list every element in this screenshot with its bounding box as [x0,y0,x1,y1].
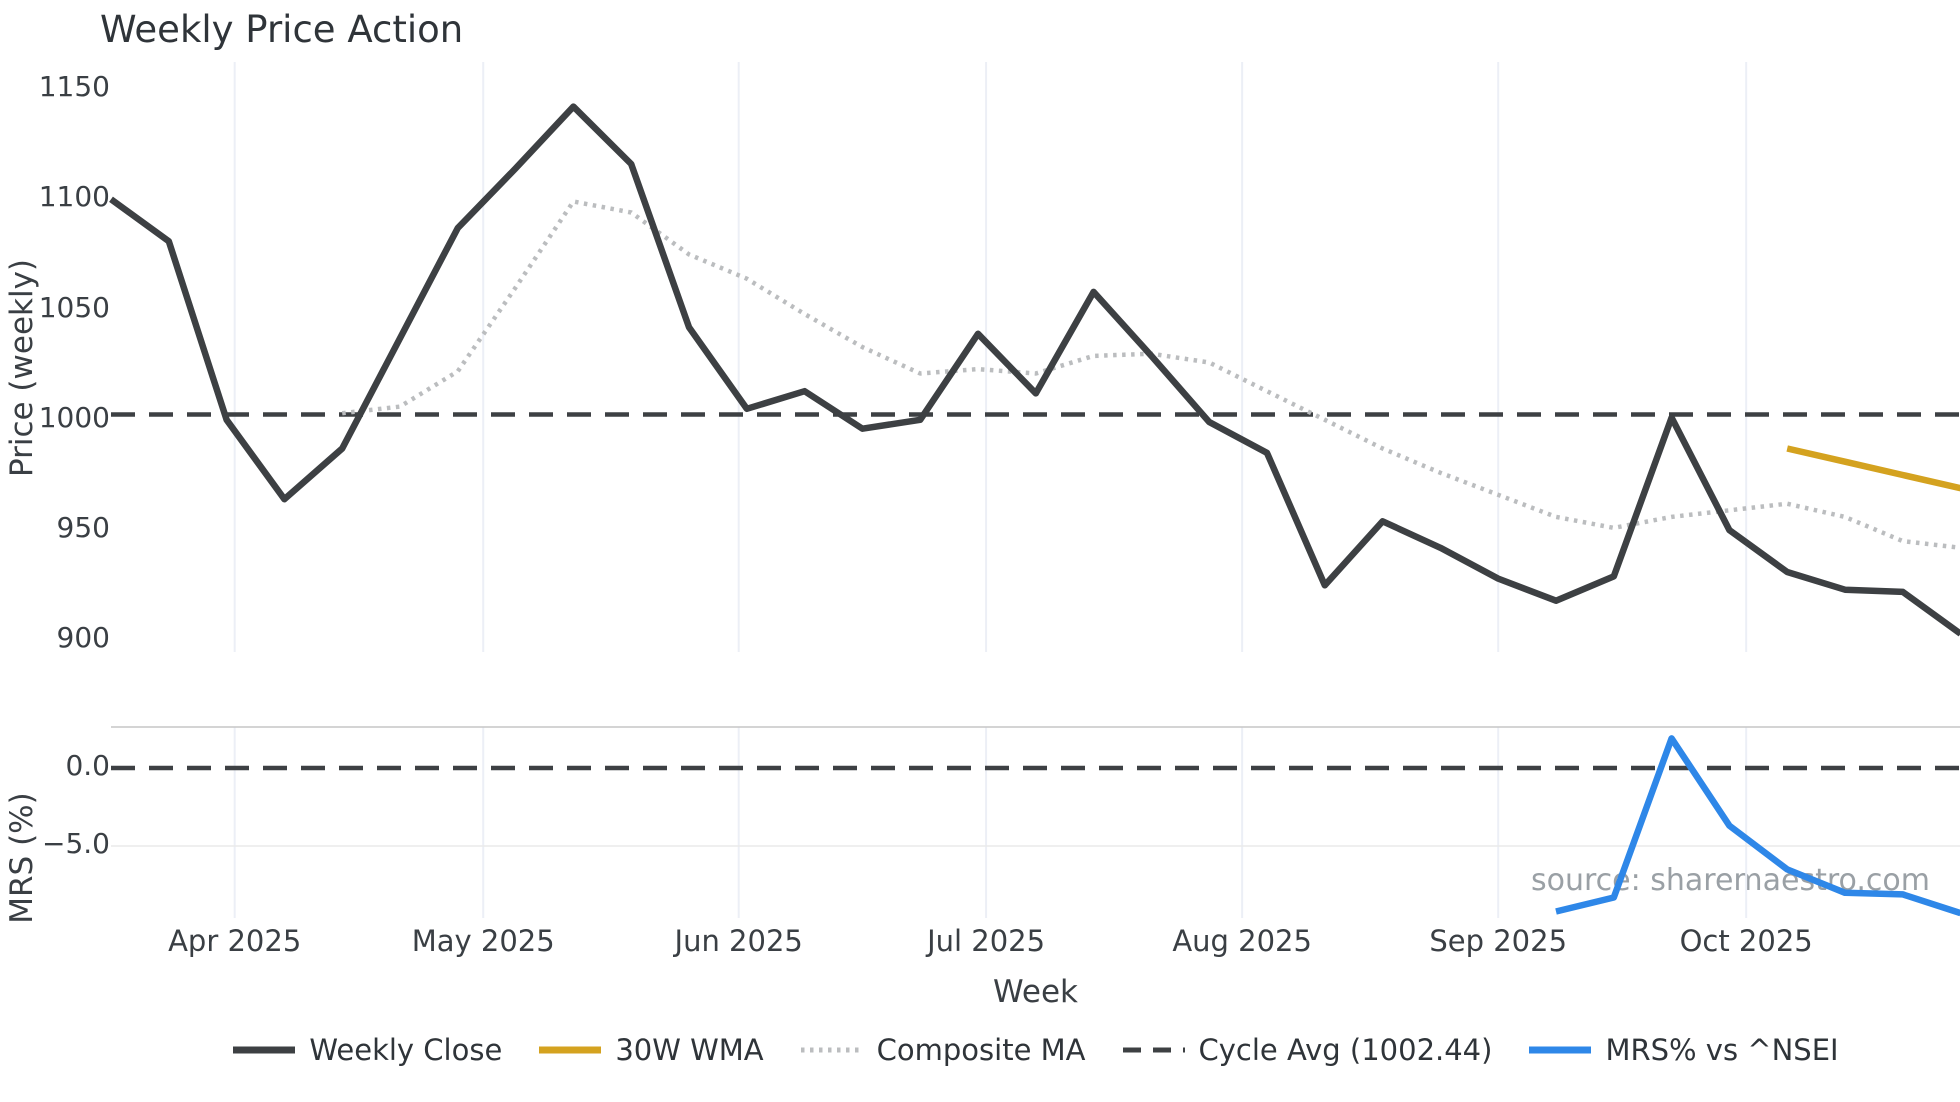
legend-label: Composite MA [876,1033,1086,1067]
legend-swatch-dashed [1122,1047,1185,1053]
xtick-may-2025: May 2025 [411,924,555,958]
legend-item-weekly-close: Weekly Close [232,1033,502,1067]
legend-label: MRS% vs ^NSEI [1605,1033,1839,1067]
legend: Weekly Close 30W WMA Composite MA Cycle Avg… [111,1033,1960,1067]
price-ytick-950: 950 [56,511,110,545]
legend-swatch-solid [539,1046,602,1054]
xtick-sep-2025: Sep 2025 [1429,924,1568,958]
price-ytick-900: 900 [56,621,110,655]
legend-label: Weekly Close [309,1033,503,1067]
legend-swatch-dotted [800,1047,863,1053]
price-weekly-close-line [109,103,1960,637]
legend-swatch-solid [233,1046,296,1054]
xtick-oct-2025: Oct 2025 [1679,924,1813,958]
price-ytick-1050: 1050 [38,290,110,324]
legend-label: 30W WMA [615,1033,764,1067]
xtick-apr-2025: Apr 2025 [168,924,302,958]
legend-item-mrs-vs-nsei: MRS% vs ^NSEI [1528,1033,1839,1067]
legend-item-30w-wma: 30W WMA [538,1033,764,1067]
price-ytick-1000: 1000 [38,400,110,434]
price-ytick-1100: 1100 [38,180,110,214]
mrs-ytick-1: −5.0 [42,827,110,860]
xtick-jun-2025: Jun 2025 [674,924,803,958]
legend-swatch-solid [1529,1046,1592,1054]
price-axis-label: Price (weekly) [4,258,40,478]
price-composite-ma-line [341,199,1960,550]
mrs-mrs-vs-nsei-line [1555,735,1960,917]
price-ytick-1150: 1150 [38,70,110,103]
x-axis-label: Week [993,974,1078,1010]
mrs-ytick-0: 0.0 [65,749,110,782]
legend-item-cycle-avg-1002-44: Cycle Avg (1002.44) [1122,1033,1493,1067]
chart-title: Weekly Price Action [100,8,464,51]
xtick-jul-2025: Jul 2025 [927,924,1046,958]
legend-label: Cycle Avg (1002.44) [1198,1033,1493,1067]
legend-item-composite-ma: Composite MA [800,1033,1086,1067]
price-30w-wma-line [1786,445,1960,492]
xtick-aug-2025: Aug 2025 [1172,924,1312,958]
